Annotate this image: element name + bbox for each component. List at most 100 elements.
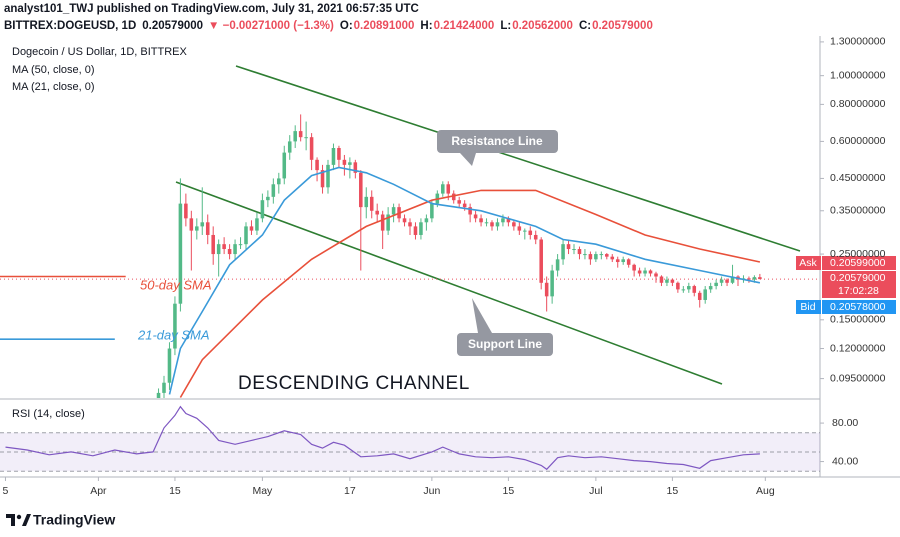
candle-body — [506, 218, 511, 223]
candle-body — [195, 226, 199, 231]
candle-body — [670, 279, 675, 283]
candle-body — [588, 254, 593, 260]
candle-body — [730, 276, 735, 283]
candle-body — [583, 254, 587, 256]
ohlc-key: O: — [340, 20, 353, 32]
candle-body — [484, 222, 489, 224]
candle-body — [676, 282, 680, 290]
candle-body — [173, 303, 177, 349]
candle-body — [331, 148, 336, 165]
candle-body — [402, 218, 407, 223]
candle-body — [561, 244, 565, 260]
candle-body — [451, 193, 456, 201]
candle-body — [255, 218, 259, 231]
rsi-tick-label: 40.00 — [832, 455, 858, 467]
last-box — [822, 271, 896, 298]
candle-body — [271, 184, 276, 197]
y-tick-label: 0.35000000 — [830, 205, 886, 217]
legend-ma21: MA (21, close, 0) — [12, 81, 95, 93]
logo-mark — [22, 514, 31, 526]
candle-body — [369, 196, 374, 211]
candle-body — [162, 382, 166, 393]
candle-body — [233, 244, 237, 255]
x-tick-label: 5 — [3, 485, 9, 497]
ohlc-key: L: — [500, 20, 511, 32]
candle-body — [648, 270, 653, 274]
candle-body — [413, 226, 418, 235]
legend-title: Dogecoin / US Dollar, 1D, BITTREX — [12, 46, 188, 58]
bid-value: 0.20578000 — [830, 301, 886, 313]
x-tick-label: 15 — [503, 485, 515, 497]
y-tick-label: 1.30000000 — [830, 36, 886, 48]
price: 0.20579000 — [142, 20, 203, 32]
candle-body — [523, 230, 527, 232]
main-pane — [0, 65, 820, 398]
candle-body — [550, 270, 554, 297]
candle-body — [462, 203, 467, 208]
candle-body — [572, 249, 576, 251]
candle-body — [298, 131, 303, 138]
channel-lower — [175, 181, 723, 385]
candle-body — [441, 184, 445, 194]
x-tick-label: Jun — [423, 485, 440, 497]
legend-ma50: MA (50, close, 0) — [12, 64, 95, 76]
ohlc-value: 0.20579000 — [592, 20, 653, 32]
candle-body — [249, 226, 254, 231]
publisher: analyst101_TWJ published on TradingView.… — [4, 3, 419, 15]
x-tick-label: May — [252, 485, 273, 497]
ohlc-value: 0.20891000 — [354, 20, 415, 32]
candle-body — [184, 203, 188, 219]
moving-average — [0, 166, 761, 395]
candle-body — [380, 214, 385, 231]
ask-label: Ask — [799, 257, 817, 269]
x-tick-label: 15 — [667, 485, 679, 497]
symbol-line: BITTREX:DOGEUSD, 1D 0.20579000 ▼ −0.0027… — [4, 20, 653, 32]
candle-body — [626, 259, 631, 265]
x-tick-label: 15 — [169, 485, 181, 497]
candle-body — [501, 218, 505, 223]
candle-body — [200, 222, 205, 227]
candle-body — [697, 292, 702, 300]
candle-body — [315, 159, 319, 171]
ask-value: 0.20599000 — [830, 257, 886, 269]
candle-body — [687, 286, 691, 290]
candle-body — [266, 196, 270, 201]
candle-body — [725, 279, 729, 283]
y-tick-label: 0.15000000 — [830, 314, 886, 326]
candle-body — [479, 218, 483, 223]
candle-body — [244, 226, 248, 245]
callout-pointer — [460, 153, 476, 166]
candle-body — [293, 131, 297, 142]
candle-body — [216, 244, 221, 255]
candle-body — [605, 254, 609, 257]
x-tick-label: Aug — [756, 485, 775, 497]
rsi-tick-label: 80.00 — [832, 417, 858, 429]
candle-body — [512, 222, 516, 227]
candle-body — [708, 286, 713, 290]
rsi-pane — [0, 405, 820, 472]
candle-body — [222, 244, 226, 250]
logo-mark — [16, 514, 22, 520]
branding: TradingView — [33, 512, 115, 528]
logo-mark — [6, 514, 15, 526]
callout-pointer — [472, 298, 492, 333]
candle-body — [227, 249, 232, 255]
rsi-line — [5, 405, 760, 471]
candle-body — [610, 256, 615, 260]
resistance-label: Resistance Line — [451, 134, 543, 148]
candle-body — [391, 207, 396, 215]
candle-body — [752, 277, 757, 280]
candle-body — [473, 214, 478, 219]
rsi-title: RSI (14, close) — [12, 408, 85, 420]
channel-label: DESCENDING CHANNEL — [238, 373, 470, 394]
ohlc-value: 0.20562000 — [512, 20, 573, 32]
x-tick-label: Jul — [589, 485, 602, 497]
candle-body — [555, 259, 560, 271]
moving-average — [0, 189, 761, 398]
candle-body — [205, 222, 210, 235]
candle-body — [260, 200, 265, 219]
candle-body — [643, 270, 647, 274]
candle-body — [189, 218, 194, 231]
candle-body — [758, 277, 762, 280]
